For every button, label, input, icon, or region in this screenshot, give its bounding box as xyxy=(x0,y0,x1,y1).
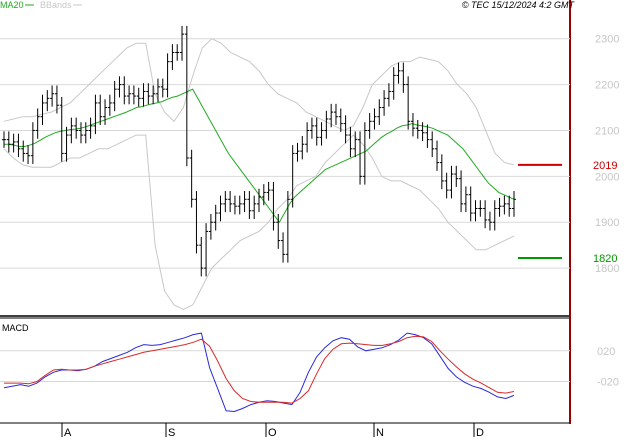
legend-ma20-label: MA20 xyxy=(0,0,24,10)
price-tick-label-1900: 1900 xyxy=(595,217,619,229)
level-label-1820: 1820 xyxy=(593,253,617,265)
month-label-S: S xyxy=(168,427,175,439)
month-label-O: O xyxy=(268,427,277,439)
price-tick-label-1800: 1800 xyxy=(595,263,619,275)
macd-series-macd xyxy=(3,332,515,413)
price-tick-label-2300: 2300 xyxy=(595,34,619,46)
macd-panel-label: MACD xyxy=(2,323,29,333)
macd-series-signal xyxy=(4,335,515,404)
price-bars xyxy=(2,25,516,277)
y-axis-labels: 1800 1900 2000 2100 2200 2300 020 -020 xyxy=(595,34,619,389)
month-label-N: N xyxy=(376,427,384,439)
month-label-A: A xyxy=(64,427,72,439)
legend-bbands-label: BBands xyxy=(40,0,72,10)
price-levels: 2019 1820 xyxy=(518,160,617,265)
macd-tick-label-0: 020 xyxy=(597,346,615,358)
month-label-D: D xyxy=(476,427,484,439)
level-label-2019: 2019 xyxy=(593,160,617,172)
price-tick-label-2000: 2000 xyxy=(595,171,619,183)
bband-upper-line xyxy=(3,38,515,166)
grid-layer xyxy=(0,38,570,383)
macd-tick-label-1: -020 xyxy=(597,377,619,389)
bollinger-bands xyxy=(3,38,515,310)
bband-lower-line xyxy=(3,134,515,310)
price-tick-label-2100: 2100 xyxy=(595,125,619,137)
price-tick-label-2200: 2200 xyxy=(595,80,619,92)
copyright-text: © TEC 15/12/2024 4:2 GMT xyxy=(462,0,576,10)
macd-lines xyxy=(3,332,515,413)
chart-legend: MA20 BBands xyxy=(0,0,82,10)
